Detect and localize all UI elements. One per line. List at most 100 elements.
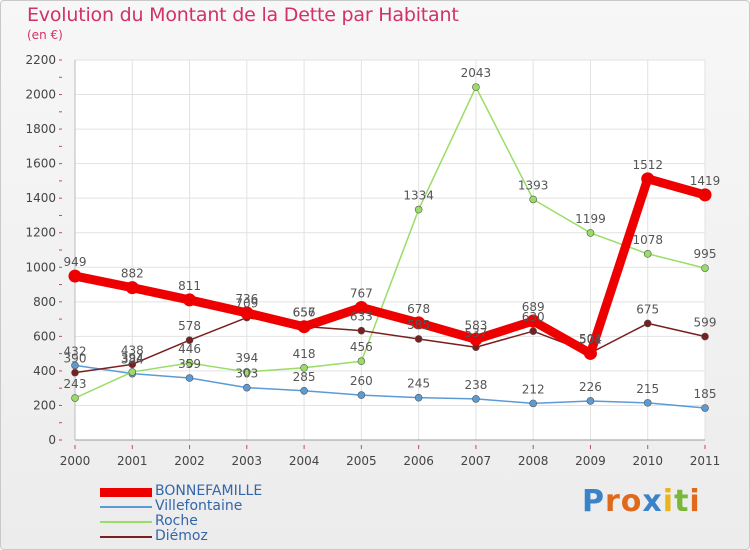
data-label-di-moz: 578 [178,319,201,333]
data-label-roche: 1334 [403,189,434,203]
legend-label: Roche [155,513,198,529]
data-label-villefontaine: 215 [636,382,659,396]
data-point-di-moz [71,368,79,377]
plot-area [75,60,705,440]
data-point-roche [529,195,537,204]
data-label-villefontaine: 212 [522,382,545,396]
data-label-villefontaine: 185 [694,387,717,401]
data-point-roche [643,250,652,258]
data-point-bonnefamille [240,306,254,320]
data-label-di-moz: 438 [121,343,144,357]
series-line-roche [74,86,706,399]
data-point-villefontaine [414,393,423,402]
logo-letter: x [642,484,663,519]
data-point-villefontaine [185,374,194,382]
x-tick-label: 2009 [575,454,606,468]
data-point-bonnefamille [183,293,197,307]
data-label-bonnefamille: 689 [522,300,545,314]
data-point-bonnefamille [297,320,311,334]
series-line-di-moz [74,316,706,374]
data-label-roche: 1199 [575,212,606,226]
data-label-di-moz: 390 [64,352,87,366]
data-label-bonnefamille: 678 [407,302,430,316]
legend-label: Villefontaine [155,498,243,514]
data-point-bonnefamille [68,269,82,283]
data-point-di-moz [357,326,366,335]
data-label-villefontaine: 432 [64,344,87,358]
data-label-roche: 446 [178,342,201,356]
chart-axes: 0 200 400 600 800 1000 1200 1400 1600 1800 2000 220… [25,53,720,468]
data-point-villefontaine [243,383,251,392]
data-point-bonnefamille [412,316,426,330]
y-tick-label: 1400 [25,191,56,205]
data-label-bonnefamille: 1512 [632,158,663,172]
data-point-bonnefamille [469,332,483,346]
data-label-villefontaine: 285 [293,370,316,384]
logo-letter: i [662,484,675,519]
x-tick-label: 2011 [690,454,721,468]
data-label-bonnefamille: 583 [464,318,487,332]
data-point-di-moz [643,319,652,328]
logo-letter: P [582,484,605,519]
data-point-di-moz [128,360,137,369]
y-tick-label: 1000 [25,260,56,274]
data-point-bonnefamille [583,346,597,360]
data-label-di-moz: 585 [407,318,430,332]
y-tick-label: 2000 [25,88,56,102]
data-point-villefontaine [472,395,480,403]
series-line-bonnefamille [74,174,707,358]
legend-swatch [100,506,152,508]
x-tick-label: 2004 [289,454,320,468]
data-point-bonnefamille [641,172,655,186]
data-point-di-moz [185,336,194,344]
data-label-bonnefamille: 949 [64,255,87,269]
data-label-roche: 995 [694,247,717,261]
chart-data-labels: 949 882 811 736 656 767 678 583 689 501 1512 1419 43… [64,66,721,401]
chart-series [68,83,712,412]
legend-label: Diémoz [155,528,208,544]
y-tick-label: 1200 [25,226,56,240]
data-point-di-moz [414,335,423,343]
data-label-di-moz: 633 [350,310,373,324]
data-point-villefontaine [357,391,366,399]
data-label-bonnefamille: 1419 [690,174,721,188]
legend-swatch [100,536,152,538]
x-tick-label: 2008 [518,454,549,468]
x-tick-label: 2002 [174,454,205,468]
y-tick-label: 2200 [25,53,56,67]
data-point-bonnefamille [125,281,139,295]
data-point-bonnefamille [526,314,540,328]
logo-letter: o [620,484,643,519]
data-point-roche [185,359,194,367]
data-point-villefontaine [300,386,308,395]
data-label-bonnefamille: 656 [293,306,316,320]
data-label-villefontaine: 238 [464,378,487,392]
data-label-di-moz: 537 [464,326,487,340]
chart-subtitle: (en €) [27,28,63,42]
data-label-bonnefamille: 736 [235,292,258,306]
legend-swatch [100,521,152,523]
data-label-roche: 456 [350,340,373,354]
data-point-roche [586,229,595,237]
data-label-roche: 1078 [632,233,663,247]
x-tick-label: 2010 [632,454,663,468]
data-point-roche [357,357,366,366]
x-tick-label: 2006 [403,454,434,468]
data-label-roche: 394 [235,351,258,365]
data-label-bonnefamille: 811 [178,279,201,293]
y-tick-label: 1600 [25,157,56,171]
data-point-villefontaine [643,399,652,407]
chart-grid [74,59,706,441]
data-label-villefontaine: 359 [178,357,201,371]
data-label-roche: 2043 [461,66,492,80]
y-tick-label: 0 [48,433,56,447]
data-label-villefontaine: 245 [407,377,430,391]
data-point-di-moz [701,332,709,341]
data-point-roche [243,368,251,376]
data-label-bonnefamille: 767 [350,287,373,301]
y-tick-label: 600 [33,329,56,343]
data-label-di-moz: 709 [235,297,258,311]
series-line-villefontaine [74,364,706,409]
data-point-villefontaine [701,404,709,412]
